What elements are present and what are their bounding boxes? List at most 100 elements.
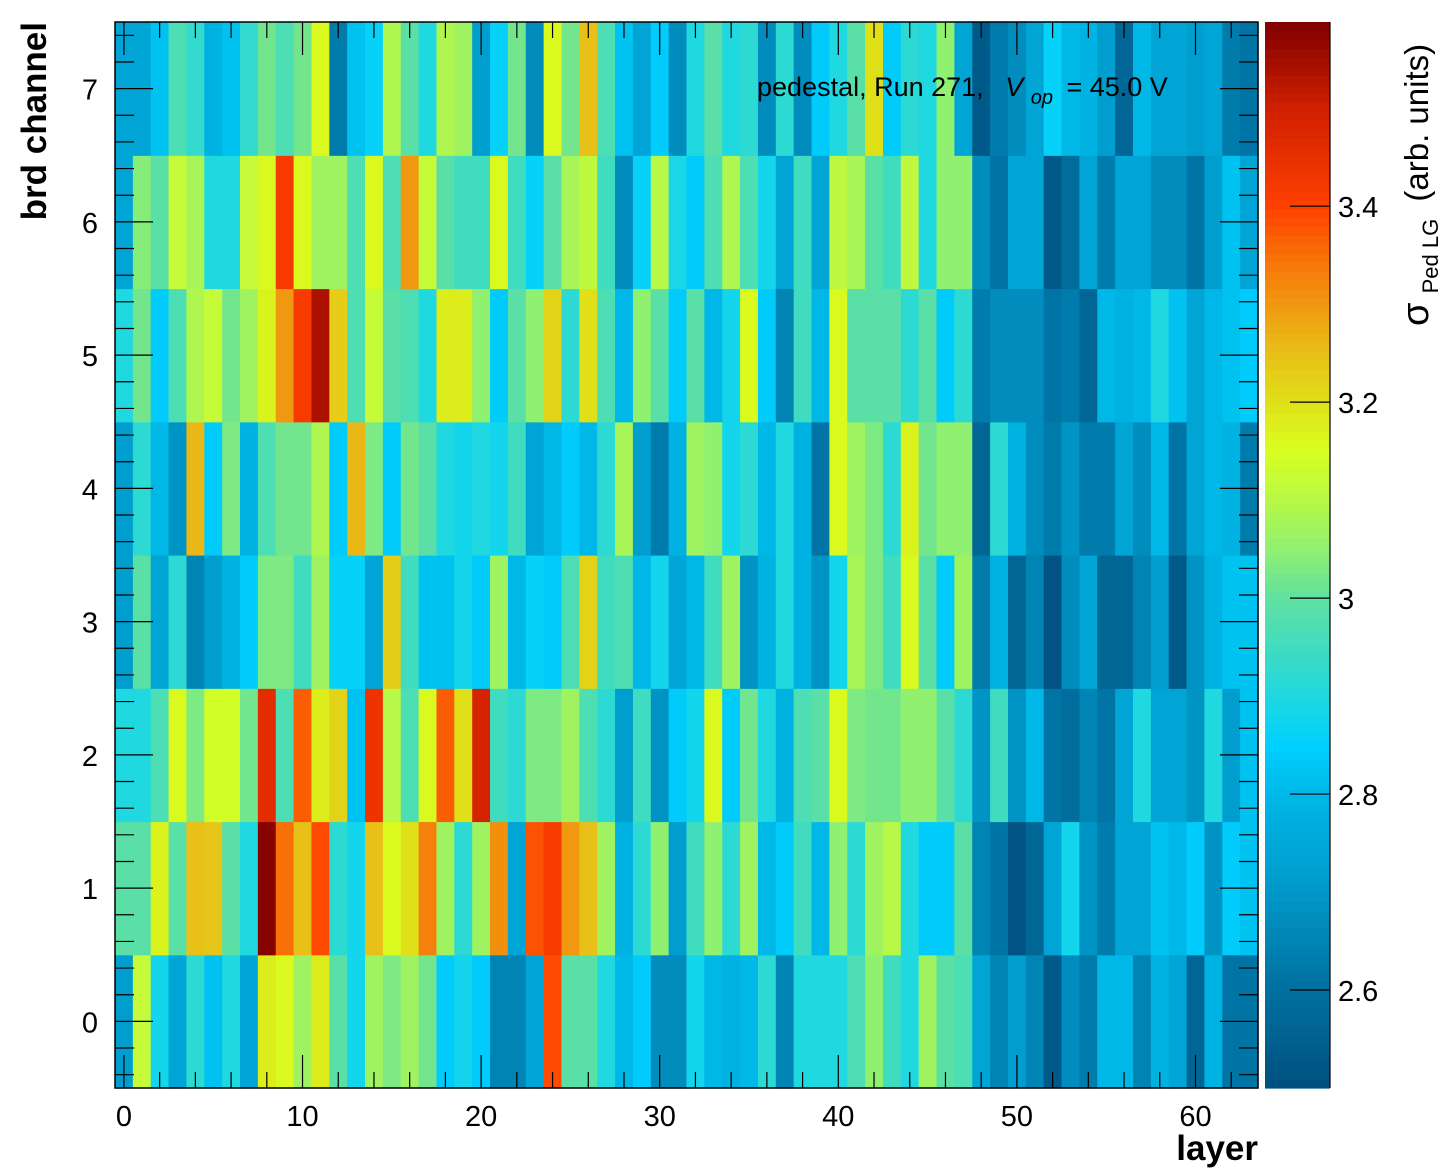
x-tick-label: 50	[1001, 1101, 1033, 1133]
heatmap-cell	[1061, 688, 1081, 823]
heatmap-cell	[186, 688, 205, 823]
heatmap-cell	[865, 421, 884, 556]
heatmap-cell	[650, 555, 670, 689]
heatmap-cell	[382, 688, 402, 823]
heatmap-cell	[972, 555, 991, 689]
heatmap-cell	[561, 821, 580, 956]
colorbar-segment	[1265, 634, 1330, 645]
heatmap-cell	[757, 954, 777, 1089]
heatmap-cell	[418, 688, 438, 823]
heatmap-cell	[1115, 288, 1134, 423]
colorbar-tick-label: 3.4	[1338, 192, 1378, 224]
heatmap-cell	[793, 22, 813, 156]
colorbar-segment	[1265, 466, 1330, 476]
heatmap-cell	[400, 22, 420, 156]
heatmap-cell	[954, 155, 973, 290]
heatmap-cell	[240, 155, 259, 290]
heatmap-cell	[204, 288, 223, 423]
heatmap-cell	[632, 288, 652, 423]
heatmap-cell	[668, 954, 688, 1089]
heatmap-cell	[1043, 421, 1063, 556]
heatmap-cell	[865, 288, 884, 423]
colorbar-segment	[1265, 146, 1330, 156]
x-tick-label: 40	[822, 1101, 854, 1133]
heatmap-cell	[972, 155, 991, 290]
heatmap-cell	[775, 421, 795, 556]
heatmap-cell	[1132, 555, 1152, 689]
heatmap-cell	[150, 555, 170, 689]
heatmap-cell	[490, 421, 509, 556]
heatmap-cell	[740, 555, 759, 689]
colorbar-segment	[1265, 1008, 1330, 1018]
colorbar-segment	[1265, 128, 1330, 139]
colorbar-segment	[1265, 830, 1330, 840]
colorbar-segment	[1265, 679, 1330, 689]
heatmap-cell	[936, 155, 955, 290]
heatmap-cell	[1097, 288, 1116, 423]
colorbar-segment	[1265, 1061, 1330, 1071]
heatmap-cell	[204, 821, 223, 956]
colorbar-segment	[1265, 1043, 1330, 1054]
heatmap-cell	[847, 688, 866, 823]
heatmap-cell	[472, 288, 491, 423]
heatmap-cell	[168, 155, 188, 290]
heatmap-cell	[293, 421, 313, 556]
heatmap-cell	[1132, 688, 1152, 823]
heatmap-cell	[186, 421, 205, 556]
heatmap-cell	[1025, 688, 1045, 823]
colorbar-segment	[1265, 324, 1330, 334]
colorbar-segment	[1265, 928, 1330, 938]
x-tick-label: 30	[644, 1101, 676, 1133]
colorbar-segment	[1265, 252, 1330, 263]
heatmap-cell	[561, 421, 580, 556]
heatmap-cell	[472, 555, 491, 689]
heatmap-cell	[954, 688, 973, 823]
heatmap-cell	[722, 821, 741, 956]
colorbar-segment	[1265, 608, 1330, 618]
colorbar-segment	[1265, 785, 1330, 796]
heatmap-cell	[1097, 555, 1116, 689]
heatmap-cell	[757, 555, 777, 689]
heatmap-cell	[240, 688, 259, 823]
heatmap-cell	[740, 288, 759, 423]
y-axis-ticks: 0 1 2 3 4 5 6 7	[82, 34, 1258, 1076]
heatmap-cell	[722, 288, 741, 423]
heatmap-cell	[1204, 22, 1223, 156]
heatmap-cell	[454, 288, 473, 423]
heatmap-cell	[972, 421, 991, 556]
heatmap-cell	[186, 288, 205, 423]
heatmap-cell	[936, 821, 955, 956]
colorbar-segment	[1265, 732, 1330, 743]
heatmap-cell	[1150, 421, 1170, 556]
colorbar-segment	[1265, 448, 1330, 458]
heatmap-cell	[704, 155, 723, 290]
heatmap-cell	[686, 421, 705, 556]
colorbar-segment	[1265, 1016, 1330, 1027]
heatmap-cell	[900, 954, 920, 1089]
heatmap-cell	[900, 555, 920, 689]
colorbar-segment	[1265, 848, 1330, 858]
heatmap-cell	[1204, 421, 1223, 556]
heatmap-cell	[150, 421, 170, 556]
heatmap-cell	[400, 555, 420, 689]
heatmap-cell	[150, 22, 170, 156]
heatmap-cell	[543, 288, 563, 423]
heatmap-cell	[222, 22, 241, 156]
heatmap-cell	[1007, 421, 1027, 556]
colorbar-segment	[1265, 768, 1330, 778]
colorbar-segment	[1265, 883, 1330, 894]
run-annotation: pedestal, Run 271, V op = 45.0 V	[757, 72, 1168, 110]
colorbar-segment	[1265, 270, 1330, 281]
colorbar-tick-label: 2.6	[1338, 976, 1378, 1008]
heatmap-cell	[400, 821, 420, 956]
heatmap-cell	[615, 22, 634, 156]
heatmap-cell	[454, 821, 473, 956]
colorbar-segment	[1265, 119, 1330, 130]
y-tick-label: 0	[82, 1007, 98, 1039]
heatmap-cell	[525, 688, 545, 823]
heatmap-cell	[400, 954, 420, 1089]
heatmap-cell	[829, 155, 848, 290]
annotation-prefix: pedestal, Run 271,	[757, 72, 984, 102]
heatmap-cell	[597, 155, 616, 290]
